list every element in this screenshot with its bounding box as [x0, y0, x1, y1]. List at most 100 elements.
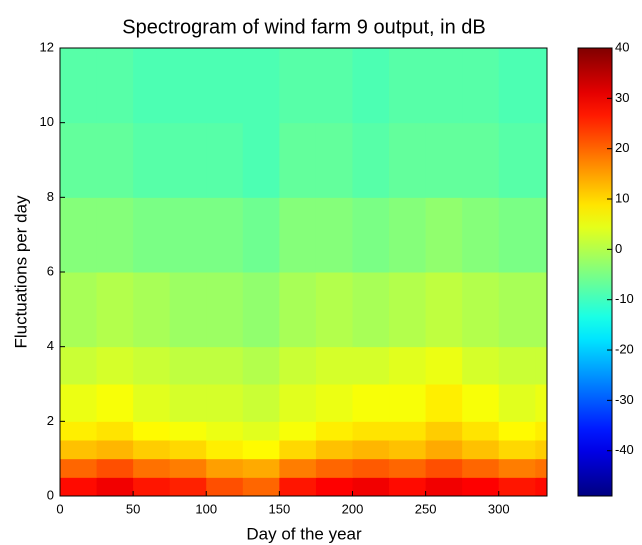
heatmap-cell	[206, 477, 244, 497]
heatmap-cell	[462, 421, 500, 441]
heatmap-cell	[462, 477, 500, 497]
heatmap-cell	[242, 346, 280, 385]
heatmap-cell	[389, 384, 427, 422]
heatmap-cell	[535, 48, 548, 124]
heatmap-cell	[352, 122, 390, 198]
heatmap-cell	[315, 440, 353, 460]
colorbar-tick-label: -30	[615, 392, 634, 407]
x-tick-label: 200	[342, 501, 364, 516]
x-tick-label: 0	[56, 501, 63, 516]
heatmap-cell	[60, 421, 98, 441]
y-tick-label: 10	[40, 114, 54, 129]
heatmap-cell	[315, 197, 353, 273]
heatmap-cell	[169, 122, 207, 198]
heatmap-cell	[242, 477, 280, 497]
x-axis-label: Day of the year	[246, 524, 362, 543]
x-tick-label: 300	[488, 501, 510, 516]
heatmap-cell	[133, 122, 171, 198]
heatmap-cell	[242, 440, 280, 460]
heatmap-cell	[498, 48, 536, 124]
heatmap-cell	[425, 421, 463, 441]
heatmap-cell	[96, 197, 134, 273]
heatmap-cell	[352, 48, 390, 124]
colorbar-tick-label: 0	[615, 241, 622, 256]
colorbar-tick-label: -20	[615, 341, 634, 356]
heatmap-cell	[462, 346, 500, 385]
heatmap-cell	[352, 197, 390, 273]
heatmap-cell	[206, 440, 244, 460]
heatmap-cell	[425, 458, 463, 478]
heatmap-cell	[169, 458, 207, 478]
heatmap-cell	[425, 197, 463, 273]
heatmap-cell	[425, 122, 463, 198]
colorbar-tick-label: 10	[615, 190, 629, 205]
heatmap-cell	[389, 197, 427, 273]
heatmap-cell	[352, 440, 390, 460]
heatmap-cell	[96, 458, 134, 478]
heatmap-cell	[352, 272, 390, 348]
heatmap-cell	[352, 384, 390, 422]
colorbar-tick-label: -40	[615, 442, 634, 457]
heatmap-cell	[242, 197, 280, 273]
x-tick-label: 100	[195, 501, 217, 516]
heatmap-cell	[242, 272, 280, 348]
heatmap-cell	[279, 346, 317, 385]
heatmap-cell	[279, 384, 317, 422]
heatmap-cell	[498, 122, 536, 198]
heatmap-cell	[96, 477, 134, 497]
heatmap-cell	[206, 458, 244, 478]
heatmap-cell	[389, 272, 427, 348]
heatmap-cell	[60, 48, 98, 124]
heatmap-cell	[315, 477, 353, 497]
heatmap-cell	[279, 458, 317, 478]
heatmap-cell	[133, 346, 171, 385]
heatmap-cell	[96, 48, 134, 124]
heatmap-cell	[498, 458, 536, 478]
y-tick-label: 0	[47, 487, 54, 502]
heatmap-cell	[96, 440, 134, 460]
y-axis-label: Fluctuations per day	[11, 195, 30, 349]
heatmap-cell	[133, 197, 171, 273]
heatmap-cell	[169, 384, 207, 422]
heatmap-cell	[133, 421, 171, 441]
heatmap-cell	[60, 384, 98, 422]
colorbar-tick-label: -10	[615, 291, 634, 306]
chart-title: Spectrogram of wind farm 9 output, in dB	[122, 16, 486, 38]
heatmap-cell	[425, 384, 463, 422]
heatmap-cell	[206, 48, 244, 124]
heatmap-cell	[425, 346, 463, 385]
heatmap-cell	[315, 421, 353, 441]
heatmap-cell	[389, 122, 427, 198]
heatmap-cell	[315, 122, 353, 198]
heatmap-cell	[169, 346, 207, 385]
x-tick-label: 150	[269, 501, 291, 516]
heatmap-cell	[462, 48, 500, 124]
heatmap-cell	[315, 384, 353, 422]
heatmap-cell	[279, 48, 317, 124]
heatmap-cell	[535, 421, 548, 441]
heatmap-cell	[96, 272, 134, 348]
heatmap-cell	[133, 272, 171, 348]
heatmap-cell	[535, 477, 548, 497]
heatmap-cell	[206, 346, 244, 385]
heatmap-cell	[169, 477, 207, 497]
heatmap-cell	[60, 197, 98, 273]
heatmap-cell	[315, 48, 353, 124]
colorbar-tick-label: 40	[615, 39, 629, 54]
heatmap-cell	[242, 421, 280, 441]
heatmap-cell	[133, 477, 171, 497]
heatmap-cell	[279, 272, 317, 348]
heatmap-cell	[279, 122, 317, 198]
heatmap-cell	[60, 477, 98, 497]
heatmap-cell	[279, 421, 317, 441]
heatmap-cell	[535, 346, 548, 385]
x-tick-label: 250	[415, 501, 437, 516]
heatmap-cell	[279, 477, 317, 497]
y-tick-label: 4	[47, 338, 54, 353]
heatmap-cell	[462, 272, 500, 348]
heatmap-cell	[169, 272, 207, 348]
heatmap-cell	[462, 440, 500, 460]
heatmap-cell	[535, 122, 548, 198]
heatmap-cell	[242, 384, 280, 422]
